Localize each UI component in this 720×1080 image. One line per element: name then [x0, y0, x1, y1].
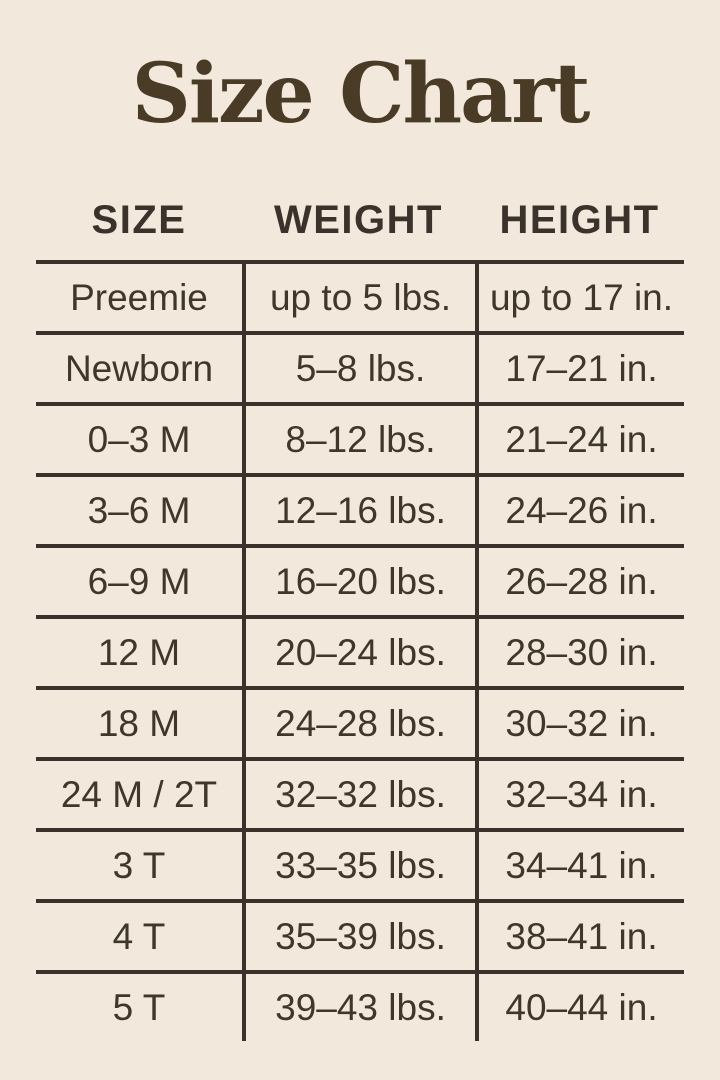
- size-cell: 0–3 M: [87, 418, 191, 460]
- weight-cell: 16–20 lbs.: [242, 548, 475, 615]
- table-row-4t: 4 T 35–39 lbs. 38–41 in.: [36, 899, 684, 970]
- weight-cell: 20–24 lbs.: [242, 619, 475, 686]
- table-row-18m: 18 M 24–28 lbs. 30–32 in.: [36, 686, 684, 757]
- height-cell: 26–28 in.: [475, 548, 684, 615]
- height-cell: 28–30 in.: [475, 619, 684, 686]
- size-table: SIZE WEIGHT HEIGHT Preemie up to 5 lbs. …: [36, 180, 684, 1041]
- column-header-weight: WEIGHT: [274, 197, 443, 242]
- size-cell: Newborn: [64, 347, 214, 389]
- size-cell: 5 T: [112, 986, 166, 1028]
- size-cell: 4 T: [112, 915, 166, 957]
- table-header-row: SIZE WEIGHT HEIGHT: [36, 180, 684, 260]
- table-row-5t: 5 T 39–43 lbs. 40–44 in.: [36, 970, 684, 1041]
- height-cell: up to 17 in.: [475, 264, 684, 331]
- column-header-height: HEIGHT: [499, 197, 660, 242]
- column-header-size: SIZE: [91, 197, 187, 242]
- weight-cell: 35–39 lbs.: [242, 903, 475, 970]
- height-cell: 38–41 in.: [475, 903, 684, 970]
- weight-cell: 33–35 lbs.: [242, 832, 475, 899]
- table-row-3-6m: 3–6 M 12–16 lbs. 24–26 in.: [36, 473, 684, 544]
- weight-cell: 24–28 lbs.: [242, 690, 475, 757]
- table-row-0-3m: 0–3 M 8–12 lbs. 21–24 in.: [36, 402, 684, 473]
- size-cell: 3–6 M: [87, 489, 191, 531]
- height-cell: 34–41 in.: [475, 832, 684, 899]
- weight-cell: 12–16 lbs.: [242, 477, 475, 544]
- weight-cell: up to 5 lbs.: [242, 264, 475, 331]
- height-cell: 40–44 in.: [475, 974, 684, 1041]
- height-cell: 32–34 in.: [475, 761, 684, 828]
- height-cell: 30–32 in.: [475, 690, 684, 757]
- weight-cell: 32–32 lbs.: [242, 761, 475, 828]
- table-row-3t: 3 T 33–35 lbs. 34–41 in.: [36, 828, 684, 899]
- table-row-6-9m: 6–9 M 16–20 lbs. 26–28 in.: [36, 544, 684, 615]
- size-cell: 24 M / 2T: [60, 773, 218, 815]
- height-cell: 17–21 in.: [475, 335, 684, 402]
- table-row-12m: 12 M 20–24 lbs. 28–30 in.: [36, 615, 684, 686]
- table-row-24m-2t: 24 M / 2T 32–32 lbs. 32–34 in.: [36, 757, 684, 828]
- weight-cell: 8–12 lbs.: [242, 406, 475, 473]
- size-cell: 12 M: [97, 631, 181, 673]
- weight-cell: 39–43 lbs.: [242, 974, 475, 1041]
- size-cell: 3 T: [112, 844, 166, 886]
- size-cell: 6–9 M: [87, 560, 191, 602]
- weight-cell: 5–8 lbs.: [242, 335, 475, 402]
- table-row-preemie: Preemie up to 5 lbs. up to 17 in.: [36, 260, 684, 331]
- size-cell: 18 M: [97, 702, 181, 744]
- height-cell: 24–26 in.: [475, 477, 684, 544]
- table-row-newborn: Newborn 5–8 lbs. 17–21 in.: [36, 331, 684, 402]
- size-cell: Preemie: [70, 276, 208, 318]
- height-cell: 21–24 in.: [475, 406, 684, 473]
- page-title: Size Chart: [131, 46, 591, 142]
